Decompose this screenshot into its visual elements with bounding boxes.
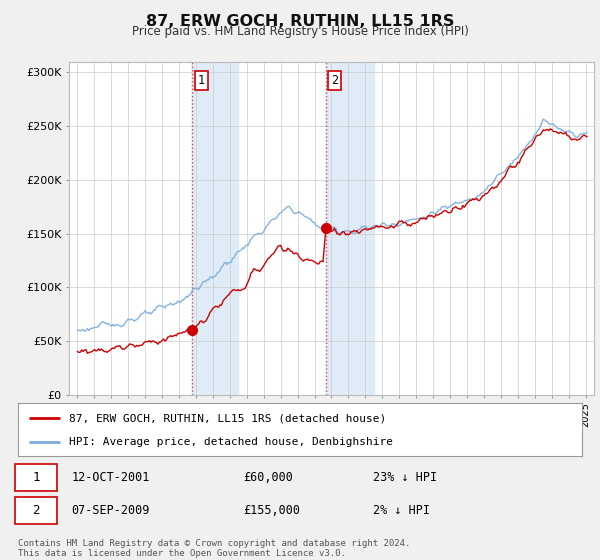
- Text: HPI: Average price, detached house, Denbighshire: HPI: Average price, detached house, Denb…: [69, 436, 393, 446]
- Text: £155,000: £155,000: [244, 505, 301, 517]
- Text: Contains HM Land Registry data © Crown copyright and database right 2024.
This d: Contains HM Land Registry data © Crown c…: [18, 539, 410, 558]
- FancyBboxPatch shape: [15, 464, 58, 491]
- Text: 07-SEP-2009: 07-SEP-2009: [71, 505, 150, 517]
- FancyBboxPatch shape: [15, 497, 58, 525]
- Text: 87, ERW GOCH, RUTHIN, LL15 1RS: 87, ERW GOCH, RUTHIN, LL15 1RS: [146, 14, 454, 29]
- Text: 2: 2: [32, 505, 40, 517]
- Text: 23% ↓ HPI: 23% ↓ HPI: [373, 471, 437, 484]
- Text: 1: 1: [32, 471, 40, 484]
- Text: 2% ↓ HPI: 2% ↓ HPI: [373, 505, 430, 517]
- Bar: [193, 62, 238, 395]
- Text: 87, ERW GOCH, RUTHIN, LL15 1RS (detached house): 87, ERW GOCH, RUTHIN, LL15 1RS (detached…: [69, 413, 386, 423]
- Text: 12-OCT-2001: 12-OCT-2001: [71, 471, 150, 484]
- Text: Price paid vs. HM Land Registry's House Price Index (HPI): Price paid vs. HM Land Registry's House …: [131, 25, 469, 38]
- Bar: [326, 62, 374, 395]
- Text: £60,000: £60,000: [244, 471, 293, 484]
- Text: 1: 1: [197, 74, 205, 87]
- Text: 2: 2: [331, 74, 338, 87]
